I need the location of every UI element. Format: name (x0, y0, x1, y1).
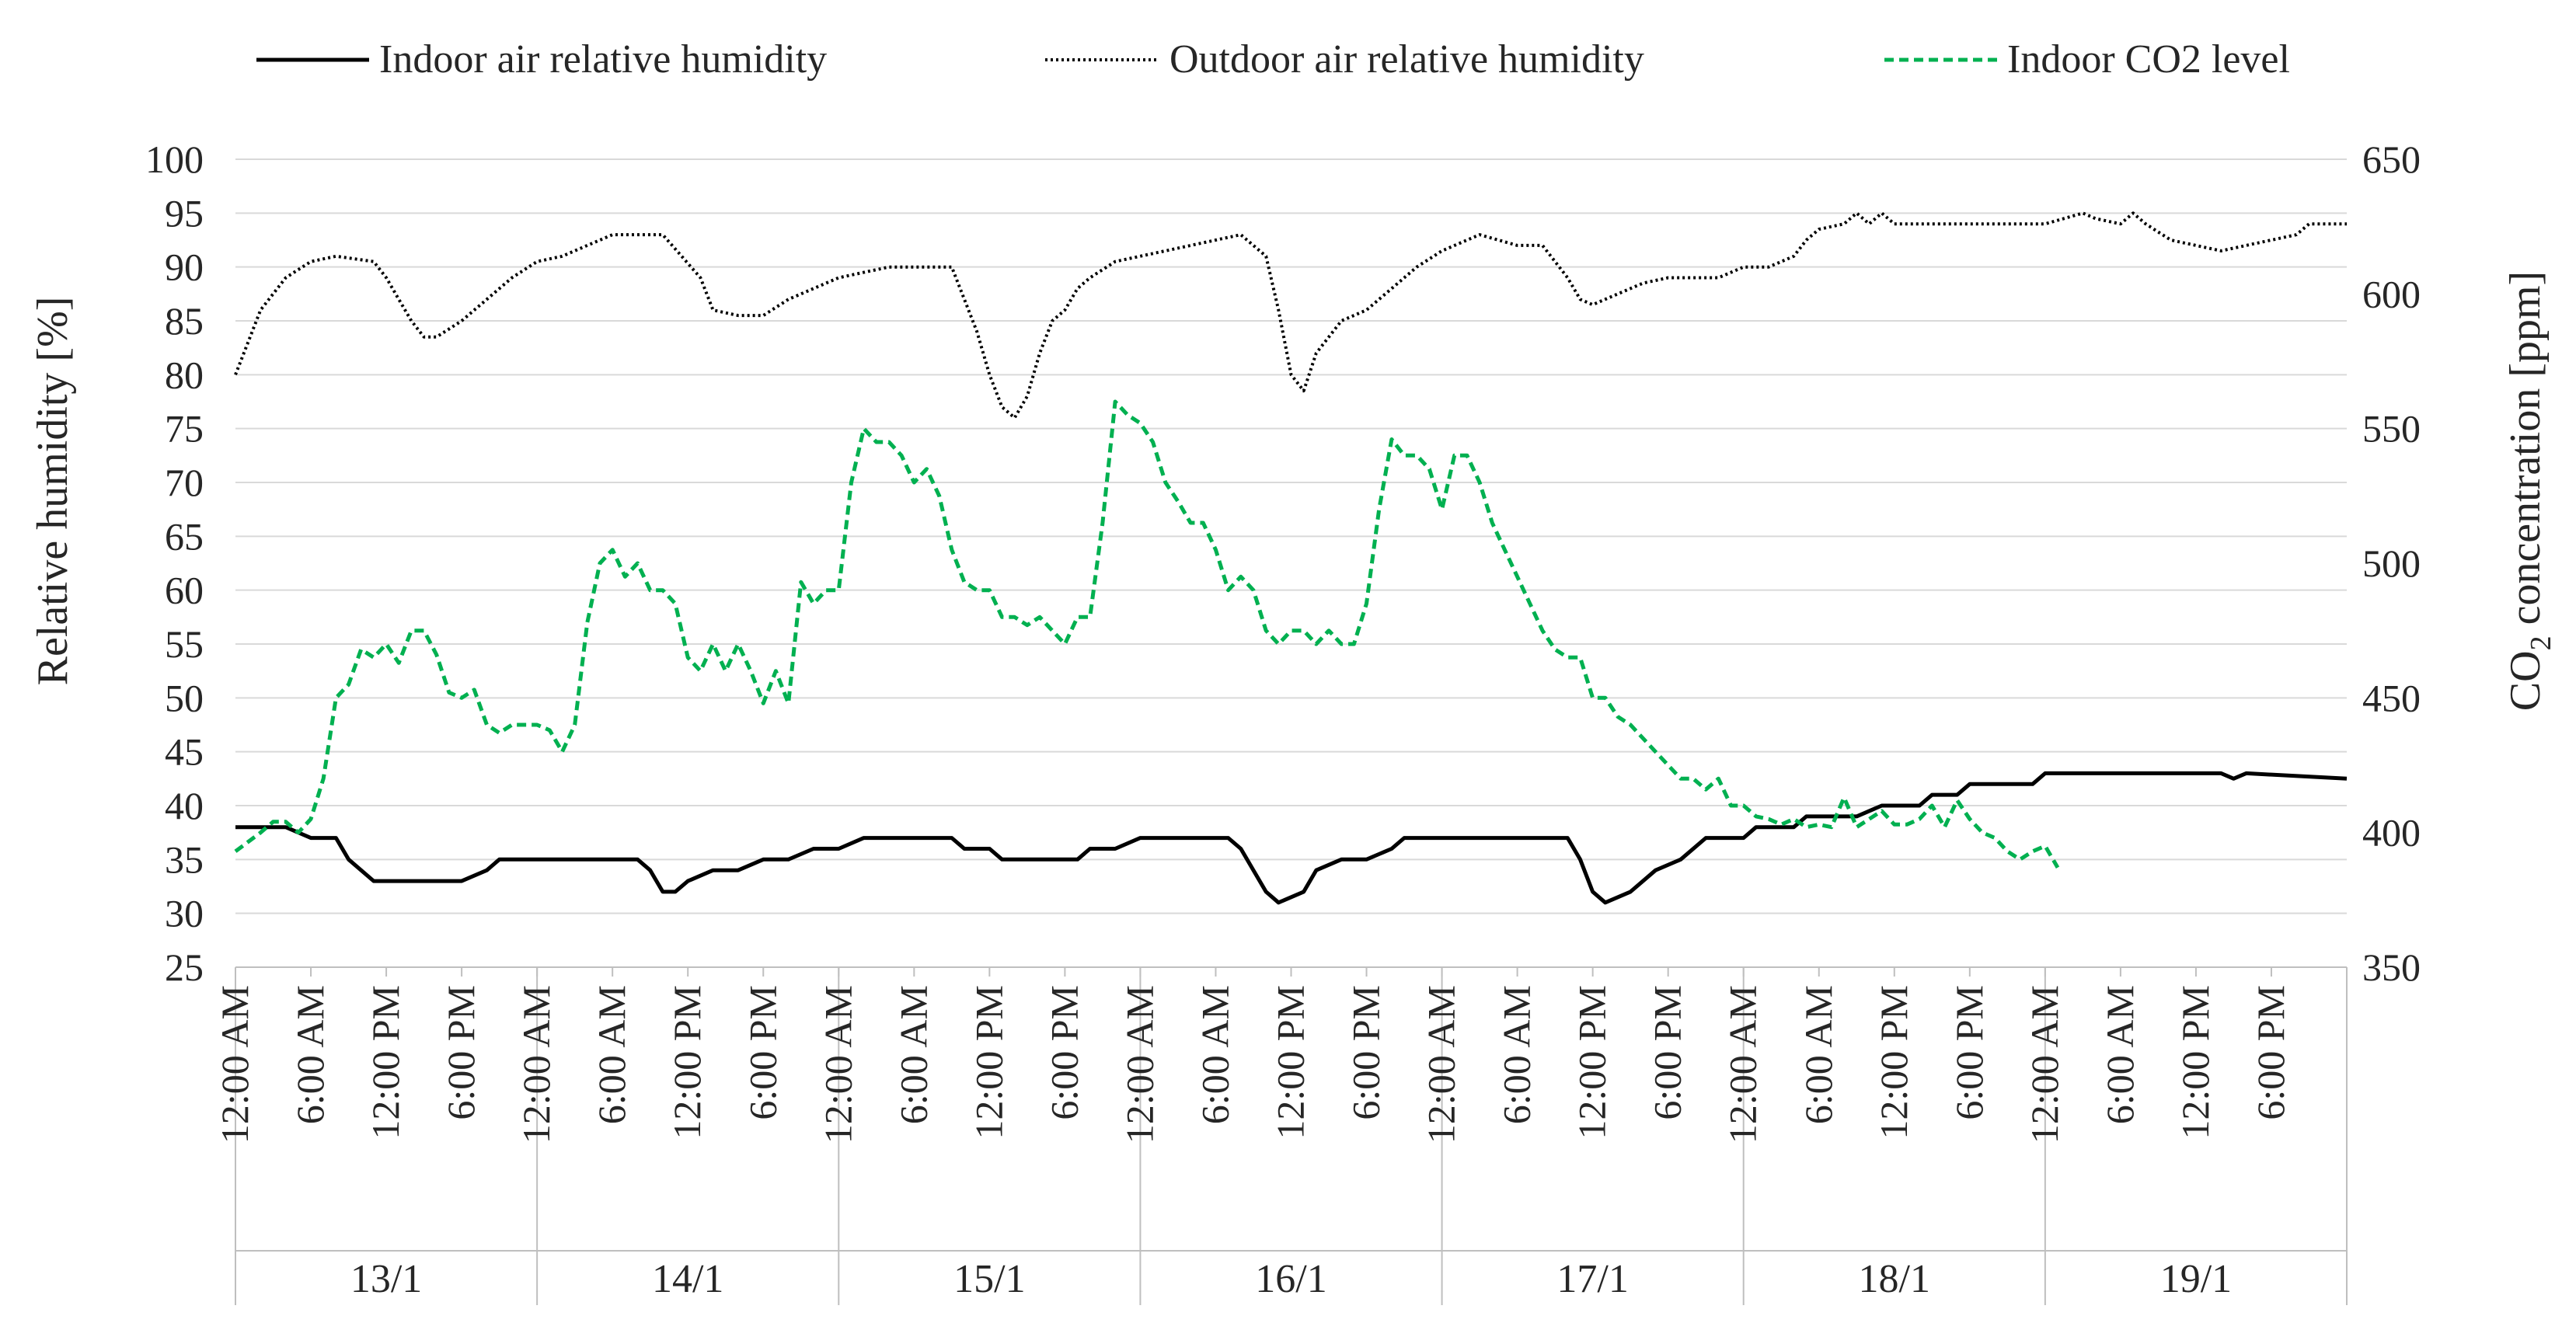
y-axis-right-title-suffix: concentration [ppm] (2501, 271, 2550, 636)
y-right-tick-label: 400 (2362, 811, 2421, 855)
y-right-tick-label: 600 (2362, 272, 2421, 315)
legend-label-co2: Indoor CO2 level (2007, 37, 2290, 82)
x-tick-label: 6:00 AM (1797, 985, 1840, 1124)
y-left-tick-label: 45 (165, 730, 204, 774)
x-tick-label: 12:00 PM (665, 985, 709, 1140)
x-tick-label: 6:00 PM (1646, 985, 1689, 1120)
series-layer (234, 211, 2348, 905)
day-label: 19/1 (2160, 1257, 2232, 1301)
y-left-tick-label: 60 (165, 569, 204, 612)
day-label: 15/1 (953, 1257, 1025, 1301)
y-left-tick-label: 80 (165, 353, 204, 396)
x-tick-label: 6:00 PM (1947, 985, 1991, 1120)
y-right-tick-label: 450 (2362, 676, 2421, 719)
x-tick-label: 6:00 PM (439, 985, 483, 1120)
x-tick-label: 12:00 PM (1570, 985, 1614, 1140)
day-label: 14/1 (652, 1257, 723, 1301)
y-left-tick-label: 25 (165, 945, 204, 989)
gridlines (235, 158, 2347, 914)
y-left-tick-label: 85 (165, 299, 204, 343)
legend-entry-outdoor-rh: Outdoor air relative humidity (1045, 37, 1644, 82)
y-axis-left-title: Relative humidity [%] (29, 297, 77, 686)
y-left-tick-label: 50 (165, 676, 204, 719)
day-label: 17/1 (1556, 1257, 1628, 1301)
y-axis-right-title-subscript: 2 (2525, 635, 2557, 650)
x-tick-label: 12:00 PM (2173, 985, 2217, 1140)
x-tick-label: 6:00 AM (891, 985, 935, 1124)
x-tick-label: 6:00 PM (1042, 985, 1086, 1120)
day-label: 16/1 (1255, 1257, 1326, 1301)
legend-label-indoor-rh: Indoor air relative humidity (379, 37, 827, 82)
x-tick-label: 12:00 PM (967, 985, 1010, 1140)
day-label: 13/1 (350, 1257, 422, 1301)
y-left-tick-label: 65 (165, 514, 204, 558)
x-tick-label: 12:00 PM (364, 985, 407, 1140)
x-tick-label: 12:00 AM (213, 985, 256, 1144)
x-tick-label: 12:00 AM (2023, 985, 2066, 1144)
legend-entry-co2: Indoor CO2 level (1884, 37, 2290, 82)
x-tick-label: 12:00 PM (1269, 985, 1312, 1140)
y-right-tick-label: 650 (2362, 138, 2421, 181)
x-tick-label: 12:00 PM (1872, 985, 1915, 1140)
x-tick-label: 12:00 AM (1117, 985, 1161, 1144)
x-tick-label: 6:00 AM (2098, 985, 2142, 1124)
x-tick-label: 6:00 PM (741, 985, 784, 1120)
y-left-tick-label: 100 (145, 138, 204, 181)
y-axis-right-title-prefix: CO (2501, 650, 2550, 711)
y-left-tick-label: 30 (165, 892, 204, 935)
x-tick-label: 12:00 AM (1420, 985, 1463, 1144)
x-tick-label: 6:00 AM (1495, 985, 1539, 1124)
series-line-co2 (234, 399, 2060, 869)
x-tick-label: 6:00 PM (1344, 985, 1388, 1120)
y-left-tick-label: 35 (165, 837, 204, 881)
y-axis-left: 25 30 35 40 45 50 55 60 65 70 75 80 85 90 95 100 (145, 138, 204, 989)
x-tick-label: 12:00 AM (514, 985, 558, 1144)
x-tick-label: 6:00 AM (590, 985, 633, 1124)
y-left-tick-label: 75 (165, 407, 204, 451)
x-axis: 12:00 AM 6:00 AM 12:00 PM 6:00 PM 13/1 12:00 … (213, 966, 2348, 1305)
y-axis-right-title: CO2 concentration [ppm] (2501, 271, 2557, 711)
series-line-indoor-rh (235, 771, 2348, 905)
legend: Indoor air relative humidity Outdoor air… (256, 37, 2290, 82)
series-line-outdoor-rh (234, 211, 2347, 420)
legend-entry-indoor-rh: Indoor air relative humidity (256, 37, 827, 82)
y-right-tick-label: 550 (2362, 407, 2421, 451)
y-right-tick-label: 350 (2362, 945, 2421, 989)
x-tick-label: 6:00 AM (1193, 985, 1236, 1124)
x-tick-label: 6:00 PM (2249, 985, 2292, 1120)
day-label: 18/1 (1859, 1257, 1930, 1301)
y-left-tick-label: 55 (165, 622, 204, 666)
y-left-tick-label: 70 (165, 461, 204, 504)
y-left-tick-label: 40 (165, 784, 204, 827)
y-axis-right: 350 400 450 500 550 600 650 (2362, 138, 2421, 989)
x-tick-label: 6:00 AM (288, 985, 332, 1124)
legend-label-outdoor-rh: Outdoor air relative humidity (1169, 37, 1644, 82)
y-right-tick-label: 500 (2362, 541, 2421, 585)
x-tick-label: 12:00 AM (816, 985, 859, 1144)
x-tick-label: 12:00 AM (1721, 985, 1765, 1144)
y-left-tick-label: 90 (165, 245, 204, 289)
y-left-tick-label: 95 (165, 191, 204, 235)
